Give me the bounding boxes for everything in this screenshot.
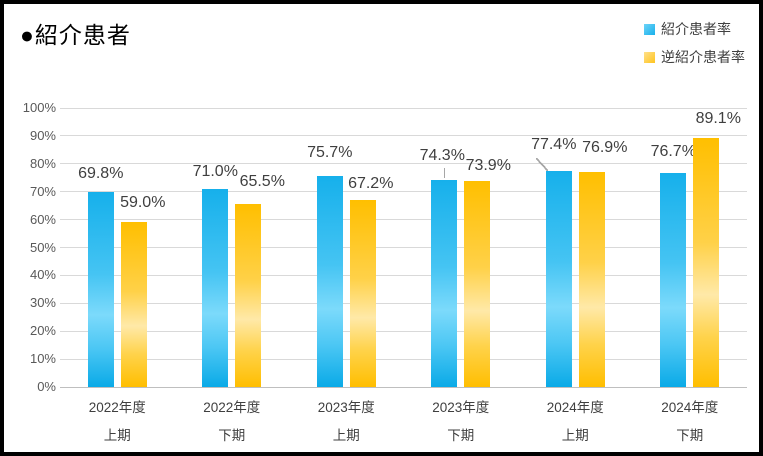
legend-item-referral-rate: 紹介患者率	[644, 19, 745, 39]
legend-label-reverse-referral-rate: 逆紹介患者率	[661, 49, 745, 65]
data-label: 77.4%	[531, 136, 577, 154]
gridline	[60, 274, 747, 276]
legend-swatch-blue-icon	[644, 23, 655, 35]
x-category-year: 2023年度	[317, 400, 375, 415]
data-label: 71.0%	[192, 162, 238, 180]
legend-swatch-yellow-icon	[644, 51, 655, 63]
label-leader-line	[444, 167, 446, 178]
y-tick-label: 80%	[29, 155, 56, 171]
data-label: 59.0%	[120, 194, 166, 212]
bar-reverse-referral-rate	[464, 180, 491, 387]
legend-label-referral-rate: 紹介患者率	[661, 21, 731, 37]
x-category-year: 2022年度	[203, 400, 261, 415]
data-label: 75.7%	[307, 143, 353, 161]
y-axis: 0% 10% 20% 30% 40% 50% 60% 70% 80% 90% 100%	[8, 100, 56, 394]
bar-referral-rate	[660, 173, 687, 387]
bar-reverse-referral-rate	[120, 222, 147, 387]
y-tick-label: 90%	[29, 127, 56, 143]
x-category-label: 2024年度 下期	[633, 394, 748, 452]
data-label: 65.5%	[239, 173, 285, 191]
x-category-label: 2023年度 下期	[404, 394, 519, 452]
bar-referral-rate	[545, 171, 572, 387]
gridline	[60, 191, 747, 193]
y-tick-label: 70%	[29, 183, 56, 199]
legend: 紹介患者率 逆紹介患者率	[644, 19, 745, 67]
y-tick-label: 100%	[22, 100, 56, 115]
bar-reverse-referral-rate	[693, 138, 720, 387]
y-tick-label: 50%	[29, 239, 56, 255]
gridline	[60, 330, 747, 332]
gridline	[60, 219, 747, 221]
bar-reverse-referral-rate	[349, 199, 376, 387]
gridline	[60, 302, 747, 304]
gridline	[60, 358, 747, 360]
bar-reverse-referral-rate	[578, 172, 605, 387]
data-label: 89.1%	[695, 110, 741, 128]
label-leader-line	[535, 158, 548, 172]
x-category-label: 2022年度 上期	[60, 394, 175, 452]
x-category-year: 2023年度	[432, 400, 490, 415]
x-category-label: 2024年度 上期	[518, 394, 633, 452]
x-category-year: 2024年度	[661, 400, 719, 415]
data-label: 74.3%	[419, 146, 465, 164]
x-category-label: 2023年度 上期	[289, 394, 404, 452]
data-label: 69.8%	[78, 165, 124, 183]
data-label: 76.9%	[582, 139, 628, 157]
gridline	[60, 163, 747, 165]
x-category-period: 下期	[447, 428, 475, 443]
y-tick-label: 20%	[29, 323, 56, 339]
chart-title: ●紹介患者	[20, 22, 131, 48]
gridline	[60, 107, 747, 109]
x-category-year: 2022年度	[88, 400, 146, 415]
x-axis: 2022年度 上期 2022年度 下期 2023年度 上期 2023年度 下期 2024年度 上期…	[60, 394, 747, 452]
bar-referral-rate	[87, 192, 114, 387]
gridline	[60, 247, 747, 248]
gridline	[60, 135, 747, 137]
x-axis-line	[60, 386, 747, 388]
plot-area: 69.8% 59.0% 71.0% 65.5% 75.7% 67.2% 74.3% 73.9%…	[60, 107, 747, 388]
data-label: 73.9%	[465, 156, 511, 174]
bar-referral-rate	[202, 188, 229, 387]
data-label: 76.7%	[650, 143, 696, 161]
data-label: 67.2%	[348, 174, 394, 192]
y-tick-label: 30%	[29, 295, 56, 311]
x-category-period: 上期	[332, 428, 360, 443]
y-tick-label: 40%	[29, 267, 56, 283]
bar-reverse-referral-rate	[235, 204, 262, 387]
y-tick-label: 60%	[29, 211, 56, 227]
y-tick-label: 0%	[37, 379, 56, 394]
bar-referral-rate	[431, 179, 458, 387]
x-category-period: 下期	[218, 428, 246, 443]
x-category-period: 下期	[676, 428, 704, 443]
bar-referral-rate	[316, 175, 343, 387]
x-category-label: 2022年度 下期	[175, 394, 290, 452]
x-category-period: 上期	[103, 428, 131, 443]
x-category-year: 2024年度	[546, 400, 604, 415]
x-category-period: 上期	[561, 428, 589, 443]
y-tick-label: 10%	[29, 351, 56, 367]
legend-item-reverse-referral-rate: 逆紹介患者率	[644, 47, 745, 67]
